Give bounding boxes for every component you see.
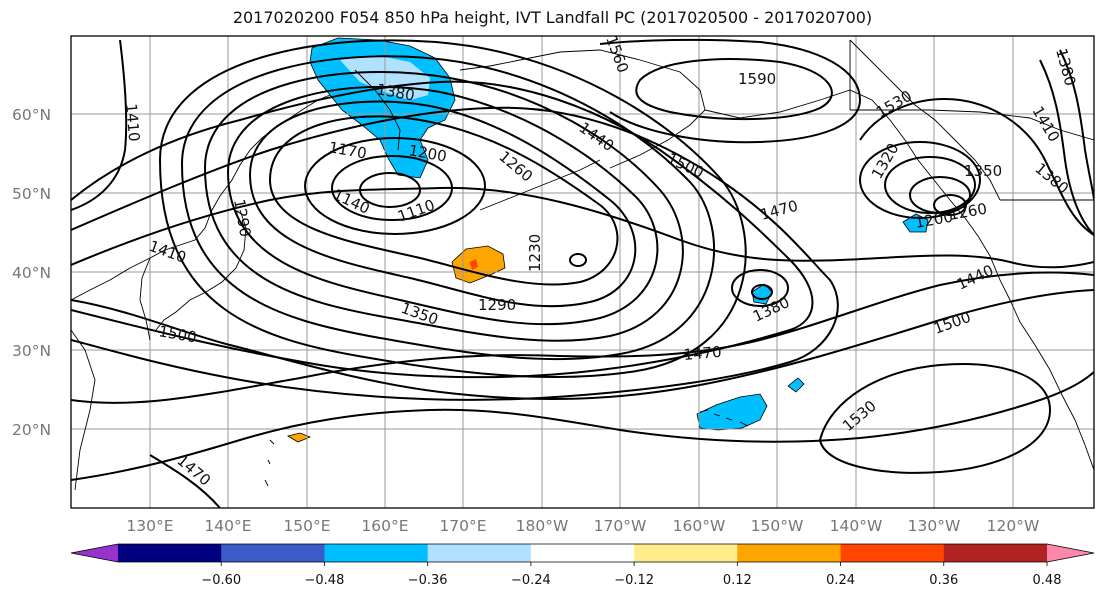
colorbar-label: 0.24: [826, 573, 855, 588]
colorbar-label: −0.24: [511, 573, 551, 588]
lon-label: 130°W: [908, 517, 961, 535]
coast-bc-north: [849, 39, 1001, 201]
contour-1530-south: [71, 371, 1094, 481]
contour-label: 1290: [478, 296, 516, 314]
contour-label: 1230: [526, 234, 544, 272]
colorbar-segment: [737, 544, 842, 562]
longitude-labels: 130°E 140°E 150°E 160°E 170°E 180°W 170°…: [126, 517, 1039, 535]
contour-1320: [180, 55, 716, 361]
coast-japan: [155, 209, 247, 331]
contour-gulf-low-inner: [751, 284, 773, 300]
colorbar-segment: [943, 544, 1048, 562]
map-title: 2017020200 F054 850 hPa height, IVT Land…: [232, 8, 873, 27]
ivt-positive-region-midpacific: [451, 245, 506, 284]
contour-gulf-low: [731, 269, 789, 307]
coast-china: [71, 329, 96, 491]
contour-label: 1410: [122, 103, 143, 143]
colorbar-outline: [70, 543, 1095, 563]
coast-hawaii: [699, 409, 749, 427]
lon-label: 160°W: [673, 517, 726, 535]
contour-1290: [203, 70, 684, 342]
lon-label: 140°E: [204, 517, 251, 535]
colorbar-extend-high: [1047, 544, 1094, 562]
colorbar-segment: [427, 544, 532, 562]
contour-label: 1590: [738, 70, 776, 88]
coast-aleutians: [479, 159, 601, 211]
contour-small-low: [569, 253, 587, 267]
contour-1380-east: [1059, 49, 1094, 201]
coast-island-west: [264, 439, 275, 487]
colorbar-segment: [530, 544, 635, 562]
contour-1170: [304, 137, 486, 235]
contour-1470-southwest: [149, 454, 221, 508]
contour-1560: [599, 38, 862, 144]
contour-1230: [248, 100, 637, 308]
colorbar-segment: [118, 544, 222, 562]
contour-1530-east: [859, 98, 1094, 236]
contour-1410-west: [71, 39, 128, 211]
contour-1410: [71, 106, 839, 401]
lon-label: 150°W: [751, 517, 804, 535]
lon-label: 130°E: [126, 517, 173, 535]
ivt-positive-region-west: [286, 432, 312, 443]
border-coast-north: [850, 109, 1094, 141]
contour-1590: [635, 58, 833, 121]
contour-1260: [226, 85, 659, 326]
colorbar: −0.60 −0.48 −0.36 −0.24 −0.12 0.12 0.24 0.36 0.4…: [70, 543, 1095, 588]
lat-label-50n: 50°N: [12, 185, 51, 203]
lon-label: 160°E: [361, 517, 408, 535]
colorbar-label: 0.12: [723, 573, 752, 588]
lat-label-60n: 60°N: [12, 106, 51, 124]
colorbar-label: −0.60: [201, 573, 241, 588]
lon-label: 150°E: [283, 517, 330, 535]
colorbar-label: −0.36: [408, 573, 448, 588]
height-contours: [71, 38, 1094, 508]
ivt-negative-region-small: [787, 377, 805, 393]
lon-label: 170°E: [439, 517, 486, 535]
lat-label-40n: 40°N: [12, 264, 51, 282]
contour-1440: [71, 186, 1094, 269]
contour-label: 1470: [683, 343, 723, 364]
contour-1410-east: [1039, 59, 1094, 236]
coast-kamchatka: [354, 69, 401, 151]
colorbar-label: 0.36: [929, 573, 958, 588]
contour-1530-ring: [818, 363, 1052, 474]
contour-east-low-1: [859, 141, 981, 219]
latitude-labels: 60°N 50°N 40°N 30°N 20°N: [12, 106, 51, 439]
map-frame: [70, 35, 1095, 509]
colorbar-segment: [221, 544, 325, 562]
lat-label-20n: 20°N: [12, 421, 51, 439]
colorbar-segment: [634, 544, 738, 562]
colorbar-label: 0.48: [1033, 573, 1062, 588]
lon-label: 170°W: [594, 517, 647, 535]
contour-label: 1350: [964, 162, 1002, 180]
colorbar-segment: [840, 544, 945, 562]
colorbar-label: −0.48: [305, 573, 345, 588]
lat-label-30n: 30°N: [12, 342, 51, 360]
contour-1200: [268, 115, 619, 286]
contour-1470: [71, 271, 1094, 404]
ivt-positive-core: [470, 259, 478, 270]
colorbar-label: −0.12: [614, 573, 654, 588]
lon-label: 180°W: [516, 517, 569, 535]
coast-korea: [139, 257, 151, 341]
contour-1500: [71, 289, 1094, 401]
contour-1350: [158, 39, 747, 378]
lon-label: 140°W: [830, 517, 883, 535]
colorbar-extend-low: [71, 544, 118, 562]
contour-east-low-4: [933, 194, 967, 216]
lon-label: 120°W: [987, 517, 1040, 535]
coast-alaska: [459, 49, 706, 169]
coast-bc: [964, 217, 1094, 471]
colorbar-segment: [324, 544, 429, 562]
